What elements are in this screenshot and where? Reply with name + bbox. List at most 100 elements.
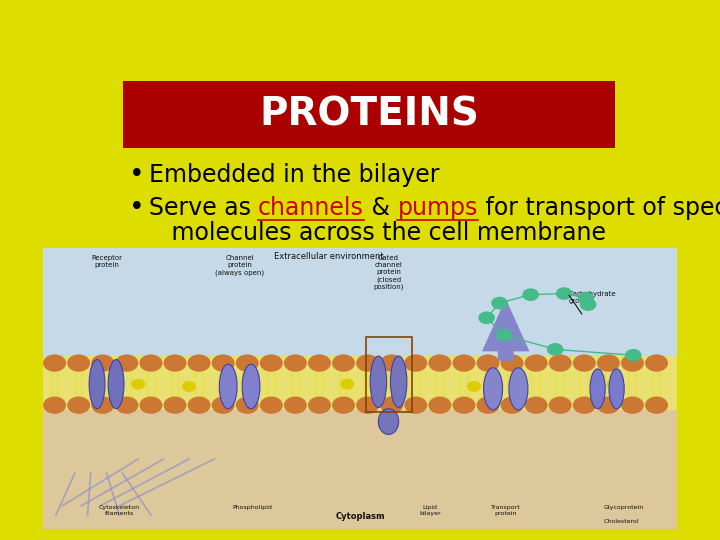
Circle shape <box>140 397 162 413</box>
Circle shape <box>116 355 138 371</box>
Circle shape <box>496 329 511 341</box>
Ellipse shape <box>108 360 124 409</box>
Circle shape <box>92 355 114 371</box>
Text: Cholesterol: Cholesterol <box>604 519 639 524</box>
Circle shape <box>236 397 258 413</box>
Ellipse shape <box>390 356 407 408</box>
Text: •: • <box>129 162 145 188</box>
Circle shape <box>429 355 451 371</box>
Circle shape <box>468 382 480 391</box>
Text: Transport
protein: Transport protein <box>491 505 521 516</box>
Text: Gated
channel
protein
(closed
position): Gated channel protein (closed position) <box>373 255 404 291</box>
FancyBboxPatch shape <box>121 254 617 474</box>
Ellipse shape <box>509 368 528 410</box>
Circle shape <box>479 312 494 323</box>
Circle shape <box>578 293 593 303</box>
Circle shape <box>140 355 162 371</box>
Circle shape <box>492 298 507 309</box>
Ellipse shape <box>370 356 387 408</box>
Ellipse shape <box>484 368 503 410</box>
Ellipse shape <box>242 364 260 409</box>
Circle shape <box>164 397 186 413</box>
Circle shape <box>621 355 643 371</box>
Circle shape <box>68 355 89 371</box>
Text: channels: channels <box>258 196 364 220</box>
Circle shape <box>189 397 210 413</box>
Text: molecules across the cell membrane: molecules across the cell membrane <box>148 221 606 245</box>
Circle shape <box>549 397 571 413</box>
Circle shape <box>284 355 306 371</box>
Circle shape <box>523 289 539 300</box>
Circle shape <box>189 355 210 371</box>
Circle shape <box>548 344 563 355</box>
Circle shape <box>309 397 330 413</box>
FancyBboxPatch shape <box>124 82 615 148</box>
Circle shape <box>405 397 426 413</box>
Circle shape <box>501 397 523 413</box>
Text: Phospholipid: Phospholipid <box>233 505 272 510</box>
Circle shape <box>357 397 379 413</box>
Circle shape <box>453 355 474 371</box>
Bar <box>43 356 677 410</box>
Circle shape <box>333 397 354 413</box>
Circle shape <box>333 355 354 371</box>
Circle shape <box>405 355 426 371</box>
Text: for transport of specific: for transport of specific <box>478 196 720 220</box>
Text: Extracellular environment: Extracellular environment <box>274 252 383 261</box>
Text: Glycoprotein: Glycoprotein <box>604 505 644 510</box>
Circle shape <box>621 397 643 413</box>
Ellipse shape <box>379 409 399 434</box>
Text: Cytoplasm: Cytoplasm <box>336 512 384 521</box>
Circle shape <box>164 355 186 371</box>
Circle shape <box>598 355 619 371</box>
Circle shape <box>212 397 234 413</box>
Circle shape <box>236 355 258 371</box>
Circle shape <box>284 397 306 413</box>
Circle shape <box>68 397 89 413</box>
Circle shape <box>626 349 641 361</box>
Bar <box>43 380 677 529</box>
Circle shape <box>44 397 66 413</box>
Circle shape <box>607 380 620 389</box>
Text: Cytoskeleton
filaments: Cytoskeleton filaments <box>99 505 140 516</box>
Circle shape <box>381 397 402 413</box>
Circle shape <box>341 380 354 389</box>
Circle shape <box>526 355 547 371</box>
Circle shape <box>574 397 595 413</box>
Circle shape <box>261 397 282 413</box>
Text: Lipid
bilayer: Lipid bilayer <box>419 505 441 516</box>
Text: •: • <box>129 195 145 221</box>
Circle shape <box>44 355 66 371</box>
Circle shape <box>261 355 282 371</box>
Circle shape <box>549 355 571 371</box>
Circle shape <box>557 288 572 299</box>
Text: Receptor
protein: Receptor protein <box>91 255 122 268</box>
Circle shape <box>574 355 595 371</box>
FancyArrow shape <box>482 299 529 361</box>
Text: Carbohydrate
groups: Carbohydrate groups <box>569 291 617 303</box>
Circle shape <box>501 355 523 371</box>
Circle shape <box>183 382 195 391</box>
Circle shape <box>429 397 451 413</box>
Bar <box>43 248 677 380</box>
Circle shape <box>580 299 595 310</box>
Circle shape <box>92 397 114 413</box>
Circle shape <box>453 397 474 413</box>
Circle shape <box>212 355 234 371</box>
Text: pumps: pumps <box>397 196 478 220</box>
Circle shape <box>526 397 547 413</box>
Text: Serve as: Serve as <box>148 196 258 220</box>
Circle shape <box>116 397 138 413</box>
Ellipse shape <box>220 364 237 409</box>
Ellipse shape <box>89 360 105 409</box>
Ellipse shape <box>590 369 606 409</box>
Circle shape <box>132 380 145 389</box>
Circle shape <box>381 355 402 371</box>
Text: Embedded in the bilayer: Embedded in the bilayer <box>148 163 439 187</box>
Text: PROTEINS: PROTEINS <box>259 96 479 134</box>
Circle shape <box>646 355 667 371</box>
Circle shape <box>646 397 667 413</box>
Ellipse shape <box>609 369 624 409</box>
Circle shape <box>477 355 499 371</box>
Circle shape <box>598 397 619 413</box>
